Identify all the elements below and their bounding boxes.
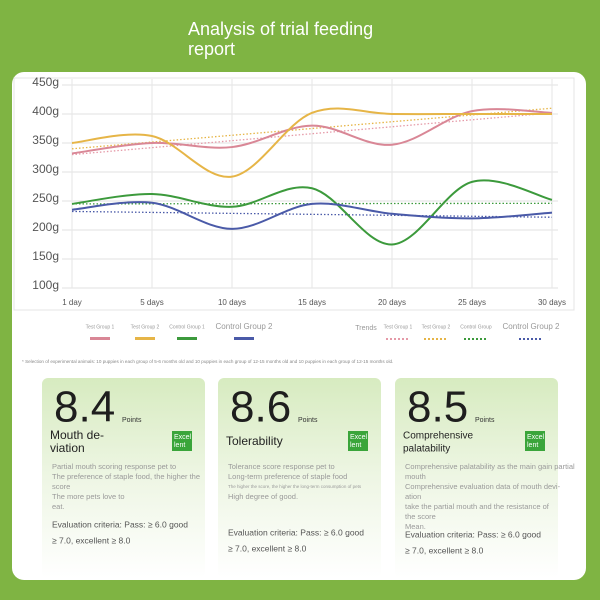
legend-label: Trends xyxy=(355,325,377,332)
card-desc: Mean. xyxy=(405,522,426,531)
card-name: Tolerability xyxy=(226,434,283,448)
legend-label: Test Group 1 xyxy=(384,324,413,330)
badge xyxy=(348,431,368,451)
legend-label: Control Group 2 xyxy=(503,322,560,331)
card-desc: Comprehensive evaluation data of mouth d… xyxy=(405,482,561,491)
card-desc: Long-term preference of staple food xyxy=(228,472,347,481)
x-tick-label: 5 days xyxy=(140,298,164,307)
x-tick-label: 20 days xyxy=(378,298,406,307)
card-desc: Tolerance score response pet to xyxy=(228,462,335,471)
x-tick-label: 30 days xyxy=(538,298,566,307)
y-tick-label: 400g xyxy=(32,104,59,118)
card-desc: ation xyxy=(405,492,421,501)
card xyxy=(42,378,205,578)
y-tick-label: 100g xyxy=(32,278,59,292)
card-score: 8.4 xyxy=(54,383,115,432)
card-desc: take the partial mouth and the resistanc… xyxy=(405,502,550,511)
card-desc: The preference of staple food, the highe… xyxy=(52,472,200,481)
legend-swatch xyxy=(90,337,110,340)
card-name: palatability xyxy=(403,444,450,455)
legend-label: Test Group 1 xyxy=(86,324,115,330)
card xyxy=(395,378,558,578)
card-desc: Partial mouth scoring response pet to xyxy=(52,462,176,471)
legend-label: Control Group xyxy=(460,324,492,330)
footnote: * Selection of experimental animals: 10 … xyxy=(22,359,393,364)
trend-line xyxy=(71,202,553,205)
series-line xyxy=(71,107,552,178)
legend-label: Test Group 2 xyxy=(131,324,160,330)
y-tick-label: 150g xyxy=(32,249,59,263)
card-desc: mouth xyxy=(405,472,426,481)
card-score: 8.6 xyxy=(230,383,291,432)
badge-text: lent xyxy=(527,442,538,449)
badge-text: lent xyxy=(350,442,361,449)
card-unit: Points xyxy=(298,417,318,424)
card-criteria: ≥ 7.0, excellent ≥ 8.0 xyxy=(228,543,307,553)
badge xyxy=(172,431,192,451)
x-tick-label: 25 days xyxy=(458,298,486,307)
card-desc: High degree of good. xyxy=(228,492,298,501)
card-desc: The more pets love to xyxy=(52,492,125,501)
card-unit: Points xyxy=(475,417,495,424)
card-criteria: Evaluation criteria: Pass: ≥ 6.0 good xyxy=(228,527,364,537)
legend-swatch xyxy=(135,337,155,340)
x-tick-label: 15 days xyxy=(298,298,326,307)
badge-text: Excel xyxy=(174,434,192,441)
title-line: Analysis of trial feeding xyxy=(188,19,373,39)
card-criteria: Evaluation criteria: Pass: ≥ 6.0 good xyxy=(52,519,188,529)
x-tick-label: 1 day xyxy=(62,298,82,307)
card-criteria: ≥ 7.0, excellent ≥ 8.0 xyxy=(52,535,131,545)
badge-text: Excel xyxy=(527,434,545,441)
series-line xyxy=(71,201,553,230)
card-criteria: ≥ 7.0, excellent ≥ 8.0 xyxy=(405,545,484,555)
y-tick-label: 200g xyxy=(32,220,59,234)
title-line: report xyxy=(188,39,235,59)
legend-swatch xyxy=(234,337,254,340)
card-name: viation xyxy=(50,441,85,455)
card-desc: the score xyxy=(405,512,436,521)
series-line xyxy=(71,179,553,246)
card-name: Comprehensive xyxy=(403,431,473,442)
y-tick-label: 350g xyxy=(32,133,59,147)
badge-text: Excel xyxy=(350,434,368,441)
badge-text: lent xyxy=(174,442,185,449)
card-desc: Comprehensive palatability as the main g… xyxy=(405,462,575,471)
plot-frame xyxy=(13,77,575,311)
legend-label: Control Group 2 xyxy=(216,322,273,331)
legend-label: Test Group 2 xyxy=(422,324,451,330)
card-desc: The higher the score, the higher the lon… xyxy=(228,484,362,489)
card-desc: eat. xyxy=(52,502,65,511)
x-tick-label: 10 days xyxy=(218,298,246,307)
legend-swatch xyxy=(177,337,197,340)
card xyxy=(218,378,381,578)
card-criteria: Evaluation criteria: Pass: ≥ 6.0 good xyxy=(405,529,541,539)
legend-label: Control Group 1 xyxy=(169,324,205,330)
card-unit: Points xyxy=(122,417,142,424)
badge xyxy=(525,431,545,451)
series-line xyxy=(71,108,553,155)
card-name: Mouth de- xyxy=(50,428,104,442)
card-desc: score xyxy=(52,482,70,491)
y-tick-label: 450g xyxy=(32,75,59,89)
y-tick-label: 300g xyxy=(32,162,59,176)
card-score: 8.5 xyxy=(407,383,468,432)
trend-line xyxy=(71,210,553,218)
y-tick-label: 250g xyxy=(32,191,59,205)
